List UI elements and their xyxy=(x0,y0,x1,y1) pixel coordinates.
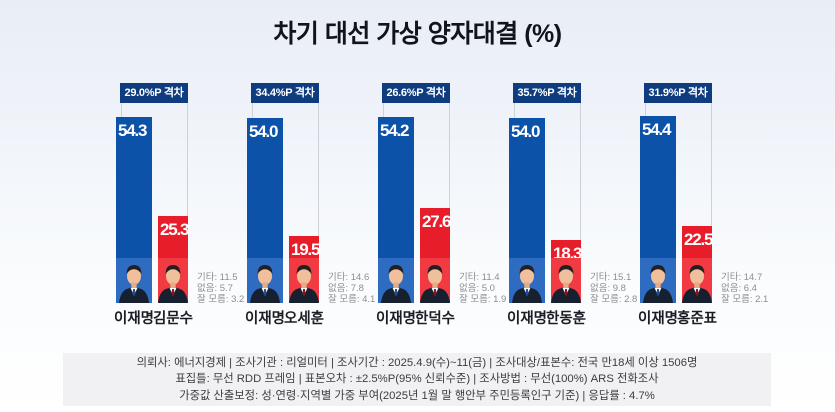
candidate-names: 이재명 홍준표 xyxy=(638,307,778,327)
gap-guide-line xyxy=(711,103,712,303)
note-dontknow: 잘 모름: 1.9 xyxy=(459,294,507,305)
note-etc: 기타: 14.7 xyxy=(721,272,763,283)
gap-badge: 26.6%P 격차 xyxy=(382,83,450,103)
note-etc: 기타: 15.1 xyxy=(590,272,632,283)
matchup-group-handonghoon: 35.7%P 격차 54.0 18.3 기타: 15.1 없음: 9.8 잘 모… xyxy=(507,83,647,330)
bar-opponent: 22.5 xyxy=(682,225,713,303)
bar-value: 54.0 xyxy=(511,121,540,141)
bar-value: 18.3 xyxy=(553,244,582,264)
candidate-name: 이재명 xyxy=(113,311,155,327)
bar-opponent: 18.3 xyxy=(551,240,582,303)
breakdown-notes: 기타: 15.1 없음: 9.8 잘 모름: 2.8 xyxy=(590,272,646,305)
candidate-photo xyxy=(682,258,712,303)
note-none: 없음: 7.8 xyxy=(328,283,364,294)
gap-badge: 29.0%P 격차 xyxy=(120,83,188,103)
bar-value: 54.2 xyxy=(380,121,409,141)
gap-guide-line xyxy=(580,103,581,303)
note-none: 없음: 5.7 xyxy=(197,283,233,294)
gap-guide-line xyxy=(449,103,450,303)
gap-badge: 34.4%P 격차 xyxy=(251,83,319,103)
candidate-photo xyxy=(116,258,152,303)
note-dontknow: 잘 모름: 4.1 xyxy=(328,294,376,305)
breakdown-notes: 기타: 11.4 없음: 5.0 잘 모름: 1.9 xyxy=(459,272,515,305)
matchup-group-handucksoo: 26.6%P 격차 54.2 27.6 기타: 11.4 없음: 5.0 잘 모… xyxy=(376,83,516,330)
bar-value: 27.6 xyxy=(422,212,451,232)
note-none: 없음: 5.0 xyxy=(459,283,495,294)
bar-value: 19.5 xyxy=(291,240,320,260)
methodology-line: 표집틀: 무선 RDD 프레임 | 표본오차 : ±2.5%P(95% 신뢰수준… xyxy=(175,373,659,386)
bar-lee: 54.4 xyxy=(640,116,676,303)
bar-lee: 54.2 xyxy=(378,117,414,303)
candidate-name: 이재명 xyxy=(637,311,679,327)
bar-value: 54.4 xyxy=(642,120,671,140)
breakdown-notes: 기타: 11.5 없음: 5.7 잘 모름: 3.2 xyxy=(197,272,253,305)
methodology-line: 가중값 산출보정: 성·연령·지역별 가중 부여(2025년 1월 말 행안부 … xyxy=(179,389,655,402)
note-etc: 기타: 14.6 xyxy=(328,272,370,283)
bar-lee: 54.3 xyxy=(116,116,152,303)
candidate-photo xyxy=(509,258,545,303)
candidate-names: 이재명 한덕수 xyxy=(376,307,516,327)
candidate-photo xyxy=(247,258,283,303)
breakdown-notes: 기타: 14.7 없음: 6.4 잘 모름: 2.1 xyxy=(721,272,777,305)
candidate-photo xyxy=(640,258,676,303)
gap-guide-line xyxy=(187,103,188,303)
gap-badge: 31.9%P 격차 xyxy=(644,83,712,103)
bar-value: 54.0 xyxy=(249,121,278,141)
candidate-names: 이재명 김문수 xyxy=(114,307,254,327)
survey-methodology-box: 의뢰사: 에너지경제 | 조사기관 : 리얼미터 | 조사기간 : 2025.4… xyxy=(63,353,771,406)
note-etc: 기타: 11.5 xyxy=(197,272,238,283)
candidate-name: 오세훈 xyxy=(283,311,325,327)
candidate-names: 이재명 한동훈 xyxy=(507,307,647,327)
note-none: 없음: 9.8 xyxy=(590,283,626,294)
note-dontknow: 잘 모름: 2.1 xyxy=(721,294,769,305)
gap-guide-line xyxy=(318,103,319,303)
candidate-name: 이재명 xyxy=(244,311,286,327)
candidate-photo xyxy=(289,258,319,303)
note-none: 없음: 6.4 xyxy=(721,283,757,294)
bar-value: 22.5 xyxy=(684,229,713,249)
methodology-line: 의뢰사: 에너지경제 | 조사기관 : 리얼미터 | 조사기간 : 2025.4… xyxy=(136,356,698,369)
breakdown-notes: 기타: 14.6 없음: 7.8 잘 모름: 4.1 xyxy=(328,272,384,305)
note-etc: 기타: 11.4 xyxy=(459,272,500,283)
bar-opponent: 25.3 xyxy=(158,216,189,303)
candidate-photo xyxy=(158,258,188,303)
candidate-photo xyxy=(378,258,414,303)
gap-badge: 35.7%P 격차 xyxy=(513,83,581,103)
candidate-name: 이재명 xyxy=(375,311,417,327)
note-dontknow: 잘 모름: 3.2 xyxy=(197,294,245,305)
note-dontknow: 잘 모름: 2.8 xyxy=(590,294,638,305)
bar-lee: 54.0 xyxy=(247,117,283,303)
candidate-photo xyxy=(420,258,450,303)
page-title: 차기 대선 가상 양자대결 (%) xyxy=(273,20,562,48)
candidate-name: 한동훈 xyxy=(545,311,587,327)
bar-value: 25.3 xyxy=(160,220,189,240)
matchup-group-hongjoonpyo: 31.9%P 격차 54.4 22.5 기타: 14.7 없음: 6.4 잘 모… xyxy=(638,83,778,330)
candidate-name: 홍준표 xyxy=(676,311,718,327)
candidate-name: 이재명 xyxy=(506,311,548,327)
candidate-names: 이재명 오세훈 xyxy=(245,307,385,327)
candidate-name: 김문수 xyxy=(152,311,194,327)
matchup-group-kimmoonsoo: 29.0%P 격차 54.3 25.3 기타: 11.5 없음: 5.7 잘 모… xyxy=(114,83,254,330)
candidate-name: 한덕수 xyxy=(414,311,456,327)
matchup-group-ohsehoon: 34.4%P 격차 54.0 19.5 기타: 14.6 없음: 7.8 잘 모… xyxy=(245,83,385,330)
bar-value: 54.3 xyxy=(118,120,147,140)
bar-lee: 54.0 xyxy=(509,117,545,303)
bar-opponent: 27.6 xyxy=(420,208,451,303)
bar-opponent: 19.5 xyxy=(289,236,320,303)
candidate-photo xyxy=(551,258,581,303)
